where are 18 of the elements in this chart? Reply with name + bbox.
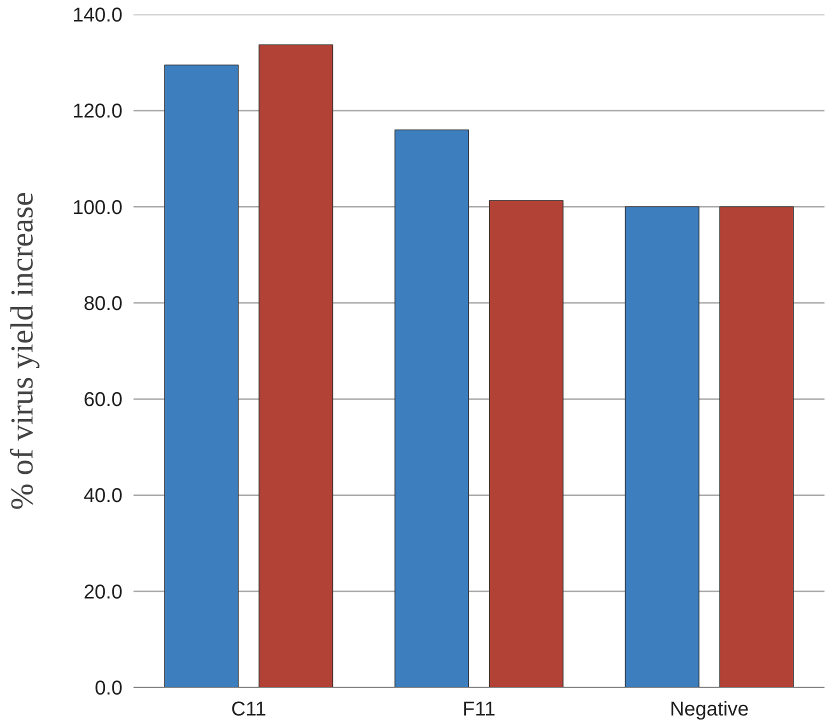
bar (719, 206, 794, 688)
bar (164, 64, 239, 688)
x-tick-label: F11 (462, 698, 496, 720)
y-tick-label: 0.0 (94, 678, 123, 700)
y-tick-label: 140.0 (72, 4, 123, 26)
bar (488, 200, 564, 688)
y-tick-label: 40.0 (84, 485, 123, 508)
x-tick-label: Negative (670, 698, 749, 720)
bar (394, 129, 470, 688)
y-tick-label: 60.0 (84, 389, 123, 412)
y-axis-title: % of virus yield increase (3, 192, 40, 510)
bar (624, 206, 700, 688)
y-tick-label: 80.0 (84, 292, 123, 315)
x-tick-label: C11 (231, 698, 266, 720)
y-tick-label: 20.0 (84, 581, 123, 604)
y-tick-label: 100.0 (72, 196, 123, 219)
bar (258, 44, 334, 688)
y-tick-label: 120.0 (72, 100, 123, 123)
